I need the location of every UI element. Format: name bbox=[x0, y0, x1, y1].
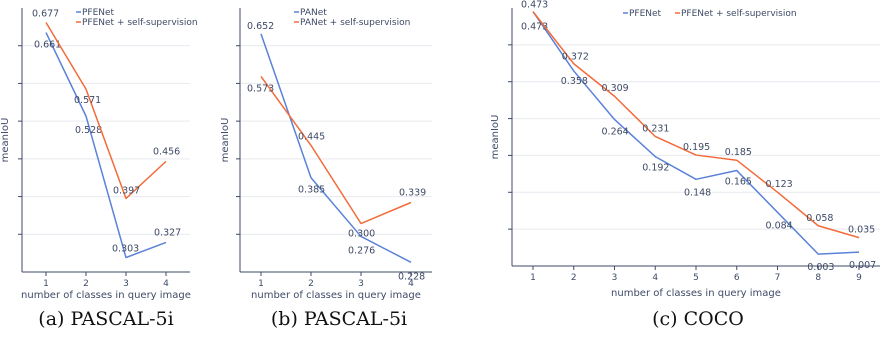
x-tick-label: 1 bbox=[530, 273, 536, 283]
data-label: 0.445 bbox=[298, 131, 325, 142]
x-tick-label: 3 bbox=[358, 279, 364, 289]
data-label: 0.264 bbox=[602, 126, 629, 137]
data-label: 0.372 bbox=[562, 52, 589, 63]
legend-label: PFENet bbox=[82, 8, 115, 18]
x-tick-label: 5 bbox=[693, 273, 699, 283]
data-label: 0.573 bbox=[247, 83, 274, 94]
legend-label: PFENet bbox=[629, 9, 662, 19]
x-axis-label: number of classes in query image bbox=[21, 290, 191, 301]
data-label: 0.473 bbox=[521, 22, 548, 33]
data-label: 0.571 bbox=[74, 95, 101, 106]
series-line-1 bbox=[45, 22, 167, 200]
x-tick-label: 4 bbox=[163, 279, 169, 289]
data-label: 0.528 bbox=[75, 125, 102, 136]
data-label: 0.185 bbox=[725, 147, 752, 158]
x-tick-label: 6 bbox=[734, 273, 740, 283]
data-label: 0.231 bbox=[642, 123, 669, 134]
data-label: 0.228 bbox=[398, 271, 425, 282]
y-axis-label: meanIoU bbox=[0, 118, 11, 163]
data-label: 0.473 bbox=[521, 0, 548, 11]
y-axis-label: meanIoU bbox=[220, 118, 231, 163]
data-label: 0.165 bbox=[725, 177, 752, 188]
data-label: 0.035 bbox=[848, 225, 875, 236]
legend: PFENet PFENet + self-supervision bbox=[623, 9, 797, 19]
caption-a: (a) PASCAL-5i bbox=[38, 308, 174, 330]
caption-b: (b) PASCAL-5i bbox=[270, 308, 408, 330]
chart-2: 1 2 3 4 5 6 7 8 9 number of classes in query imag… bbox=[490, 0, 880, 299]
legend-label: PANet bbox=[300, 8, 327, 18]
x-tick-label: 3 bbox=[123, 279, 129, 289]
data-label: 0.385 bbox=[298, 185, 325, 196]
data-label: 0.358 bbox=[561, 76, 588, 87]
x-tick-label: 1 bbox=[258, 279, 264, 289]
legend-label: PFENet + self-supervision bbox=[82, 18, 198, 28]
data-label: 0.397 bbox=[113, 185, 140, 196]
data-label: 0.148 bbox=[684, 187, 711, 198]
x-axis-label: number of classes in query image bbox=[611, 288, 781, 299]
series-line-1 bbox=[532, 11, 860, 239]
x-tick-label: 2 bbox=[308, 279, 314, 289]
x-tick-label: 4 bbox=[408, 279, 414, 289]
data-label: 0.003 bbox=[807, 262, 834, 273]
x-tick-label: 4 bbox=[652, 273, 658, 283]
x-tick-label: 1 bbox=[43, 279, 49, 289]
data-label: 0.327 bbox=[154, 227, 181, 238]
x-tick-label: 2 bbox=[83, 279, 89, 289]
x-tick-label: 9 bbox=[856, 273, 862, 283]
data-label: 0.192 bbox=[642, 163, 669, 174]
data-label: 0.007 bbox=[849, 260, 876, 271]
series-line-0 bbox=[532, 11, 860, 255]
legend-label: PFENet + self-supervision bbox=[681, 9, 797, 19]
data-label: 0.300 bbox=[348, 229, 375, 240]
data-label: 0.677 bbox=[32, 8, 59, 19]
data-label: 0.276 bbox=[348, 245, 375, 256]
series-line-0 bbox=[45, 32, 167, 259]
caption-c: (c) COCO bbox=[652, 308, 744, 330]
data-label: 0.123 bbox=[766, 179, 793, 190]
legend-label: PANet + self-supervision bbox=[300, 18, 410, 28]
y-axis-label: meanIoU bbox=[490, 115, 501, 160]
data-label: 0.652 bbox=[247, 21, 274, 32]
data-label: 0.058 bbox=[806, 213, 833, 224]
data-label: 0.456 bbox=[153, 146, 180, 157]
data-label: 0.084 bbox=[766, 220, 793, 231]
x-tick-label: 2 bbox=[571, 273, 577, 283]
x-tick-label: 7 bbox=[775, 273, 781, 283]
data-label: 0.661 bbox=[34, 40, 61, 51]
series-line-1 bbox=[260, 75, 412, 225]
data-label: 0.303 bbox=[112, 244, 139, 255]
data-label: 0.339 bbox=[399, 187, 426, 198]
data-label: 0.309 bbox=[602, 83, 629, 94]
x-tick-label: 8 bbox=[815, 273, 821, 283]
x-axis-label: number of classes in query image bbox=[251, 290, 421, 301]
series-line-0 bbox=[260, 33, 412, 263]
data-label: 0.195 bbox=[683, 142, 710, 153]
x-tick-label: 3 bbox=[612, 273, 618, 283]
